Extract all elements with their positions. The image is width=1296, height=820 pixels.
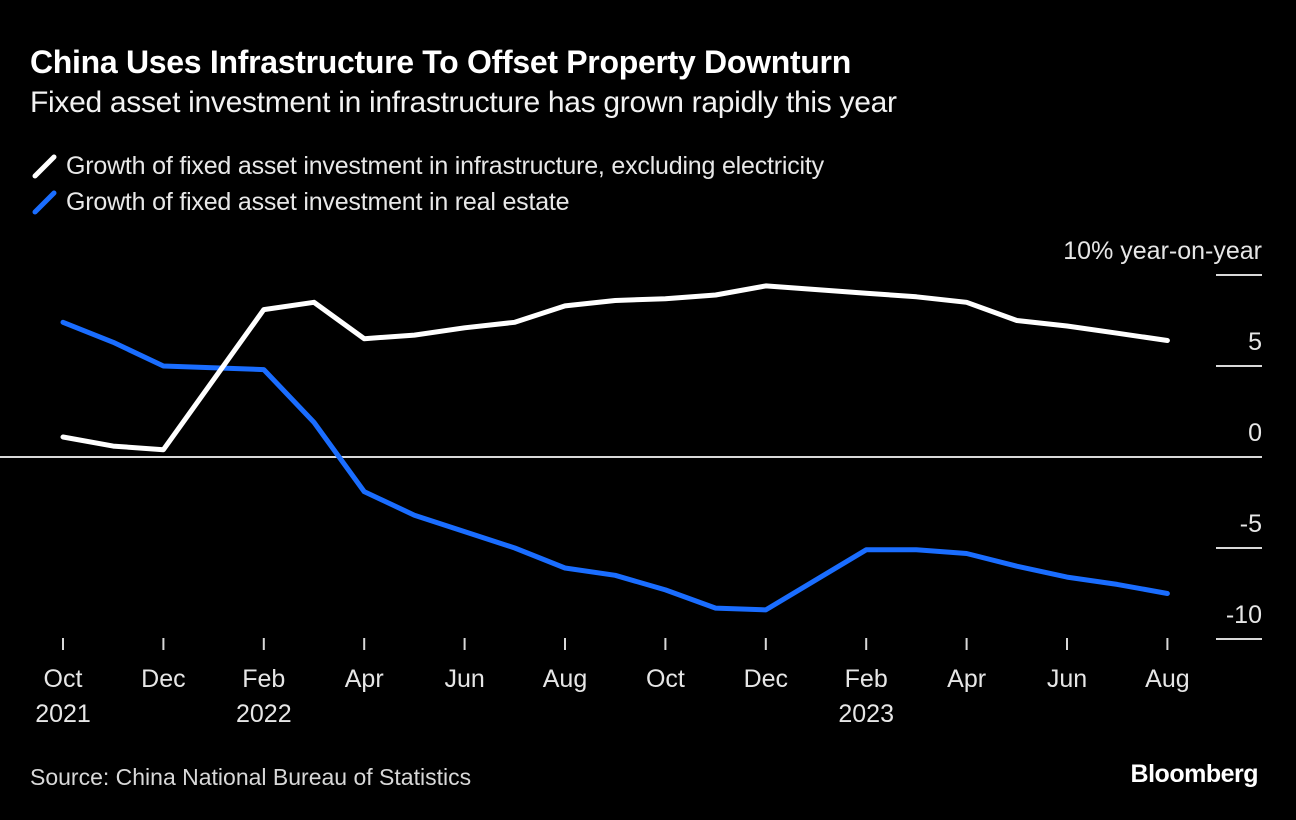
x-tick-label: Feb	[242, 665, 285, 693]
x-tick-label: Aug	[543, 665, 587, 693]
x-tick-label: Jun	[444, 665, 484, 693]
x-tick-label: Dec	[141, 665, 185, 693]
y-axis: 10% year-on-year 5 0 -5 -10	[0, 237, 1262, 640]
y-tick-label: 5	[1248, 328, 1262, 356]
series-lines	[60, 283, 1170, 613]
x-tick-label: Oct	[44, 665, 83, 693]
x-tick-label: Oct	[646, 665, 685, 693]
y-tick-label: 0	[1248, 419, 1262, 447]
x-tick-label: Dec	[744, 665, 788, 693]
y-tick-label: 10% year-on-year	[1063, 237, 1262, 265]
legend-item-real-estate: Growth of fixed asset investment in real…	[30, 184, 824, 220]
legend: Growth of fixed asset investment in infr…	[30, 148, 824, 220]
legend-label-real-estate: Growth of fixed asset investment in real…	[66, 187, 570, 216]
chart-subtitle: Fixed asset investment in infrastructure…	[30, 86, 897, 119]
legend-swatch-blue-icon	[32, 190, 57, 215]
legend-swatch-white-icon	[32, 154, 57, 179]
x-tick-label: Jun	[1047, 665, 1087, 693]
legend-label-infrastructure: Growth of fixed asset investment in infr…	[66, 151, 824, 180]
x-year-label: 2021	[35, 700, 91, 728]
x-year-label: 2022	[236, 700, 292, 728]
x-year-label: 2023	[838, 700, 894, 728]
legend-item-infrastructure: Growth of fixed asset investment in infr…	[30, 148, 824, 184]
bloomberg-logo: Bloomberg	[1130, 760, 1259, 788]
chart-title: China Uses Infrastructure To Offset Prop…	[30, 44, 851, 80]
y-tick-label: -10	[1226, 601, 1262, 629]
x-tick-label: Apr	[345, 665, 384, 693]
y-tick-label: -5	[1240, 510, 1262, 538]
source-note: Source: China National Bureau of Statist…	[30, 764, 472, 790]
series-line-real-estate	[60, 319, 1170, 613]
x-axis: Oct 2021 Dec Feb 2022 Apr Jun Aug Oct Dec Feb 2023 A…	[35, 638, 1190, 728]
x-tick-label: Feb	[845, 665, 888, 693]
x-tick-label: Aug	[1145, 665, 1189, 693]
x-tick-label: Apr	[947, 665, 986, 693]
